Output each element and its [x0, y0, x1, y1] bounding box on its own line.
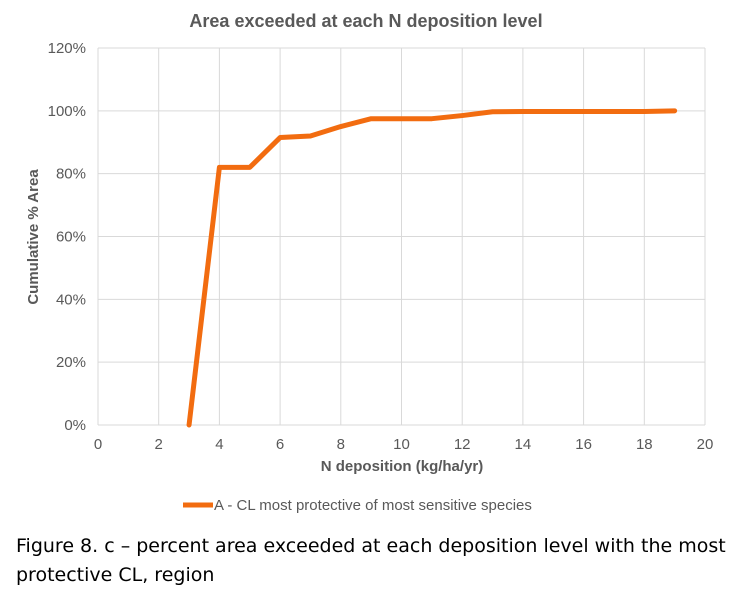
x-tick-label: 4 [215, 436, 223, 453]
y-tick-label: 80% [56, 166, 86, 183]
y-tick-label: 120% [48, 40, 86, 57]
series-layer [186, 108, 678, 428]
x-axis-ticks: 0 2 4 6 8 10 12 14 16 18 20 [94, 436, 714, 453]
y-tick-label: 100% [48, 103, 86, 120]
figure-caption: Figure 8. c – percent area exceeded at e… [16, 535, 726, 586]
y-axis-ticks: 0% 20% 40% 60% 80% 100% 120% [48, 40, 86, 434]
x-tick-label: 16 [575, 436, 592, 453]
chart-title: Area exceeded at each N deposition level [189, 11, 542, 31]
y-axis-label: Cumulative % Area [25, 169, 42, 305]
legend-label: A - CL most protective of most sensitive… [214, 497, 532, 514]
x-tick-label: 6 [276, 436, 284, 453]
y-tick-label: 40% [56, 291, 86, 308]
x-tick-label: 20 [697, 436, 714, 453]
legend: A - CL most protective of most sensitive… [183, 497, 532, 514]
grid [97, 47, 706, 426]
y-tick-label: 60% [56, 229, 86, 246]
x-tick-label: 18 [636, 436, 653, 453]
x-tick-label: 14 [515, 436, 532, 453]
line-chart: Area exceeded at each N deposition level… [25, 11, 714, 514]
x-tick-label: 2 [155, 436, 163, 453]
x-tick-label: 8 [337, 436, 345, 453]
x-tick-label: 0 [94, 436, 102, 453]
y-tick-label: 0% [64, 417, 86, 434]
x-axis-label: N deposition (kg/ha/yr) [321, 458, 484, 475]
x-tick-label: 10 [393, 436, 410, 453]
x-tick-label: 12 [454, 436, 471, 453]
y-tick-label: 20% [56, 354, 86, 371]
series-line [186, 108, 678, 428]
